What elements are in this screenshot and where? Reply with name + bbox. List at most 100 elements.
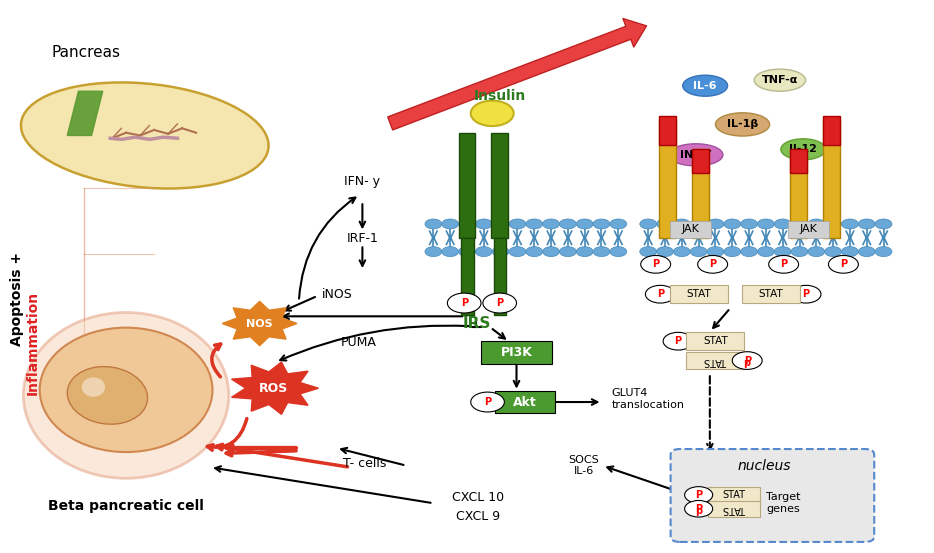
Text: ROS: ROS [259,382,289,395]
Circle shape [842,247,858,257]
Circle shape [475,247,492,257]
Circle shape [657,247,673,257]
Circle shape [442,219,459,229]
Circle shape [774,219,791,229]
Bar [823,116,840,145]
Circle shape [685,487,713,503]
FancyBboxPatch shape [670,221,711,238]
Bar [494,238,506,315]
Text: P: P [709,259,716,269]
Circle shape [858,247,875,257]
Circle shape [875,247,892,257]
Circle shape [808,219,825,229]
Ellipse shape [755,69,805,91]
Text: INF-Y: INF-Y [680,150,712,160]
Text: Il-12: Il-12 [789,144,817,154]
Text: T- cells: T- cells [343,457,386,470]
Bar [692,149,709,238]
Circle shape [543,247,559,257]
Text: Beta pancreatic cell: Beta pancreatic cell [49,499,204,513]
Bar [461,238,474,315]
Circle shape [791,219,808,229]
Polygon shape [232,362,318,414]
Circle shape [483,293,517,313]
Text: Pancreas: Pancreas [51,45,120,60]
Circle shape [471,101,514,126]
Text: CXCL 9: CXCL 9 [456,510,501,523]
Polygon shape [222,301,297,346]
Circle shape [559,247,576,257]
Circle shape [791,247,808,257]
Bar [823,119,840,238]
Circle shape [526,247,543,257]
Circle shape [825,219,842,229]
Text: IL-6: IL-6 [693,81,717,91]
Ellipse shape [82,377,105,397]
Text: IRF-1: IRF-1 [347,232,378,246]
Text: Akt: Akt [513,395,537,409]
Bar [659,116,676,145]
Text: TNF-α: TNF-α [762,75,798,85]
Circle shape [576,219,593,229]
Circle shape [663,332,693,350]
Circle shape [492,247,509,257]
Ellipse shape [669,144,723,166]
Ellipse shape [67,367,148,424]
Bar [491,133,508,238]
Circle shape [698,255,728,273]
Text: PI3K: PI3K [501,346,532,359]
Circle shape [685,500,713,517]
FancyBboxPatch shape [686,332,744,350]
Text: Insulin: Insulin [474,89,526,103]
Circle shape [791,285,821,303]
FancyArrowPatch shape [388,18,646,130]
Text: JAK: JAK [681,225,700,234]
Text: d: d [743,356,751,366]
Circle shape [825,247,842,257]
Text: STAT: STAT [703,336,728,346]
FancyBboxPatch shape [495,392,555,413]
Circle shape [640,219,657,229]
Text: STAT: STAT [686,289,711,299]
FancyBboxPatch shape [708,501,760,517]
Text: P: P [652,259,659,269]
Text: GLUT4
translocation: GLUT4 translocation [612,388,685,410]
Circle shape [459,247,475,257]
Circle shape [475,219,492,229]
Circle shape [724,247,741,257]
Circle shape [757,219,774,229]
Circle shape [842,219,858,229]
Bar [790,149,807,238]
Text: TATS: TATS [704,356,727,366]
Text: IL-1β: IL-1β [727,119,758,129]
Text: P: P [484,397,491,407]
FancyBboxPatch shape [742,285,800,303]
FancyBboxPatch shape [708,487,760,503]
Circle shape [673,219,690,229]
Circle shape [858,219,875,229]
Circle shape [509,219,526,229]
Ellipse shape [23,312,229,478]
Polygon shape [67,91,103,135]
Circle shape [808,247,825,257]
Ellipse shape [40,327,213,452]
Text: NOS: NOS [247,319,273,328]
Text: SOCS
IL-6: SOCS IL-6 [569,455,599,477]
Circle shape [645,285,675,303]
FancyBboxPatch shape [788,221,829,238]
Circle shape [425,247,442,257]
Ellipse shape [21,82,269,189]
Circle shape [707,219,724,229]
Circle shape [757,247,774,257]
Text: P: P [840,259,847,269]
Circle shape [425,219,442,229]
Circle shape [828,255,858,273]
Text: Apoptosis +: Apoptosis + [10,252,23,346]
Text: d: d [695,504,702,514]
Bar [659,119,676,238]
Circle shape [741,247,757,257]
Circle shape [724,219,741,229]
Circle shape [707,247,724,257]
Circle shape [593,247,610,257]
Circle shape [640,247,657,257]
